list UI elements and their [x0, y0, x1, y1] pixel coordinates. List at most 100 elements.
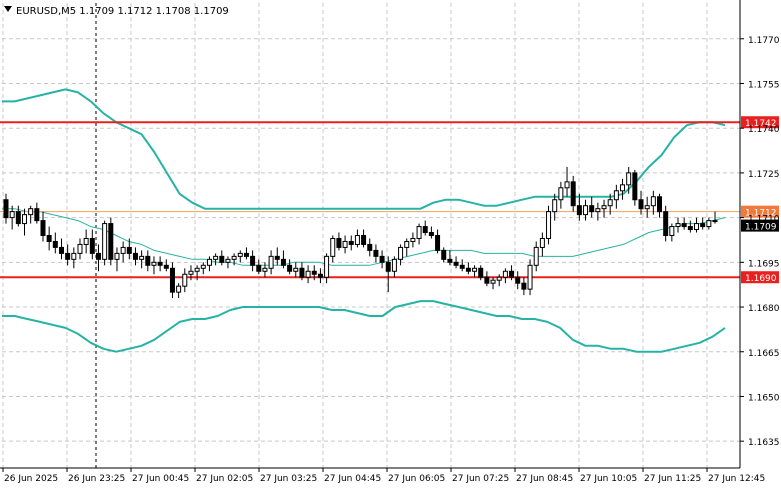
triangle-down-icon[interactable]: [4, 6, 12, 12]
candle-body: [287, 264, 293, 272]
candle-body: [558, 187, 564, 201]
candle: [669, 223, 675, 242]
candle-body: [515, 276, 521, 284]
candle: [465, 262, 471, 275]
candle: [700, 217, 706, 230]
candle: [484, 271, 490, 287]
candle: [539, 232, 545, 257]
ask-price-label: 1.1712: [745, 209, 777, 219]
candle: [182, 268, 188, 293]
candle: [219, 250, 225, 266]
candle-body: [336, 237, 342, 248]
candle: [342, 235, 348, 254]
candle: [650, 190, 656, 215]
candle-body: [416, 226, 422, 239]
level-price-label: 1.1742: [745, 119, 777, 129]
candle: [305, 265, 311, 284]
candle: [231, 253, 237, 266]
bollinger-middle-line: [2, 208, 726, 266]
candle: [632, 169, 638, 206]
candle-body: [126, 246, 132, 254]
candle-body: [472, 267, 478, 272]
candle: [348, 235, 354, 251]
candle: [274, 247, 280, 266]
x-tick-label: 26 Jun 23:25: [68, 474, 125, 484]
candle-body: [89, 237, 95, 254]
candle-body: [626, 172, 632, 186]
candle-body: [250, 255, 256, 266]
candle-body: [231, 255, 237, 260]
candle-body: [77, 243, 83, 254]
bid-price-label: 1.1709: [745, 223, 777, 233]
candle: [422, 220, 428, 236]
candle-body: [71, 252, 77, 260]
candle-body: [52, 240, 58, 248]
candle: [354, 229, 360, 248]
candle: [120, 241, 126, 263]
bollinger-lower-line: [2, 300, 726, 353]
candle: [330, 235, 336, 263]
candle: [71, 247, 77, 269]
candle: [521, 277, 527, 296]
candle-body: [342, 240, 348, 248]
candle: [336, 232, 342, 251]
candle-body: [712, 220, 718, 223]
candle-body: [324, 255, 330, 278]
candle-body: [404, 240, 410, 248]
candle-body: [441, 249, 447, 260]
candle-body: [694, 223, 700, 231]
candle-body: [280, 258, 286, 266]
candle: [77, 238, 83, 260]
candle: [262, 262, 268, 278]
candle: [367, 238, 373, 257]
candle-body: [385, 261, 391, 272]
candle-body: [398, 246, 404, 260]
candle-body: [706, 220, 712, 228]
candle-body: [299, 267, 305, 278]
candle: [613, 184, 619, 209]
candle: [533, 241, 539, 272]
candle: [250, 250, 256, 272]
candle-body: [219, 255, 225, 263]
candle-body: [607, 199, 613, 207]
candle-body: [3, 199, 9, 219]
candle: [663, 205, 669, 242]
candle: [163, 259, 169, 272]
candle-body: [564, 181, 570, 189]
candle-body: [484, 276, 490, 284]
candle: [595, 202, 601, 221]
candle-body: [650, 196, 656, 207]
candle: [243, 247, 249, 260]
candle-body: [237, 252, 243, 257]
candle-body: [657, 196, 663, 213]
candle-body: [108, 223, 114, 260]
candle-body: [15, 211, 21, 225]
candle: [157, 256, 163, 272]
candle-body: [317, 273, 323, 278]
candle-body: [145, 255, 151, 266]
candle: [502, 268, 508, 284]
candle-body: [95, 252, 101, 260]
candle-body: [539, 237, 545, 248]
x-tick-label: 27 Jun 07:25: [452, 474, 509, 484]
y-tick-label: 1.1635: [748, 438, 780, 448]
candle-body: [176, 285, 182, 293]
candle-body: [478, 267, 484, 278]
candle-body: [311, 270, 317, 275]
bollinger-bands: [2, 88, 726, 353]
candle-body: [669, 226, 675, 237]
candle-body: [9, 211, 15, 219]
candle-body: [367, 243, 373, 251]
candle: [712, 211, 718, 224]
candle: [459, 259, 465, 272]
candle-body: [601, 205, 607, 210]
horizontal-levels[interactable]: 1.1742 1.1690 1.1712 1.1709: [0, 116, 779, 284]
x-tick-label: 26 Jun 2025: [4, 474, 58, 484]
candle: [206, 256, 212, 272]
candle: [607, 193, 613, 215]
candle-body: [459, 264, 465, 269]
candle: [194, 265, 200, 281]
candle-body: [28, 208, 34, 216]
level-price-tag: [741, 116, 779, 129]
